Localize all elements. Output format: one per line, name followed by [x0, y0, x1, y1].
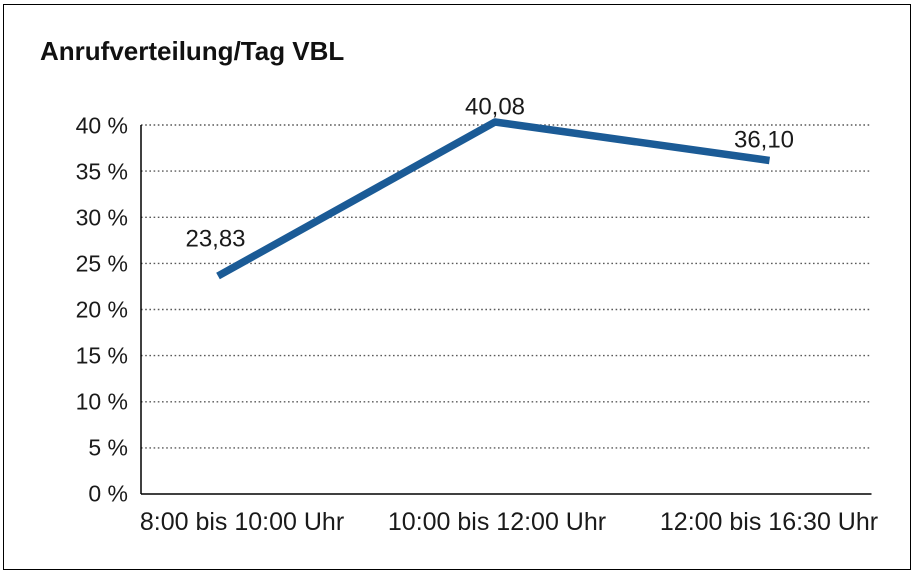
svg-text:10:00 bis 12:00 Uhr: 10:00 bis 12:00 Uhr	[388, 508, 606, 536]
svg-text:23,83: 23,83	[185, 226, 245, 253]
svg-text:8:00 bis 10:00 Uhr: 8:00 bis 10:00 Uhr	[140, 508, 344, 536]
svg-text:15 %: 15 %	[76, 343, 128, 369]
svg-text:20 %: 20 %	[76, 297, 128, 323]
svg-text:10 %: 10 %	[76, 389, 128, 415]
svg-text:35 %: 35 %	[76, 159, 128, 185]
svg-text:12:00 bis 16:30 Uhr: 12:00 bis 16:30 Uhr	[660, 508, 878, 536]
svg-text:40 %: 40 %	[76, 113, 128, 139]
svg-text:5 %: 5 %	[88, 435, 128, 461]
svg-text:40,08: 40,08	[465, 94, 525, 121]
svg-text:0 %: 0 %	[88, 481, 128, 507]
svg-text:30 %: 30 %	[76, 205, 128, 231]
svg-text:36,10: 36,10	[734, 127, 794, 154]
svg-text:25 %: 25 %	[76, 251, 128, 277]
